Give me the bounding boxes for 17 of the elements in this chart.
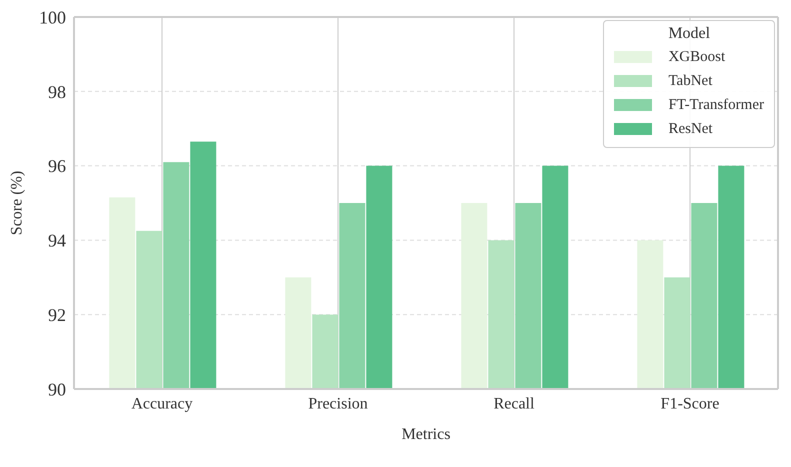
legend-title: Model [667, 25, 712, 43]
legend-label: TabNet [668, 72, 712, 90]
x-tick-label: Accuracy [131, 395, 193, 412]
y-tick-label: 94 [48, 230, 66, 251]
x-tick-label: Recall [494, 395, 535, 412]
y-tick-label: 90 [48, 379, 66, 400]
legend-label: XGBoost [668, 48, 726, 66]
y-axis-title: Score (%) [8, 170, 26, 236]
legend-label: ResNet [668, 120, 713, 138]
y-tick-label: 100 [39, 7, 66, 28]
x-tick-label: F1-Score [660, 395, 720, 412]
y-tick-label: 96 [48, 156, 66, 176]
y-tick-label: 98 [48, 82, 66, 102]
x-tick-label: Precision [308, 395, 368, 412]
x-axis-title: Metrics [402, 426, 450, 443]
y-tick-label: 92 [48, 304, 66, 325]
legend-label: FT-Transformer [668, 96, 764, 114]
